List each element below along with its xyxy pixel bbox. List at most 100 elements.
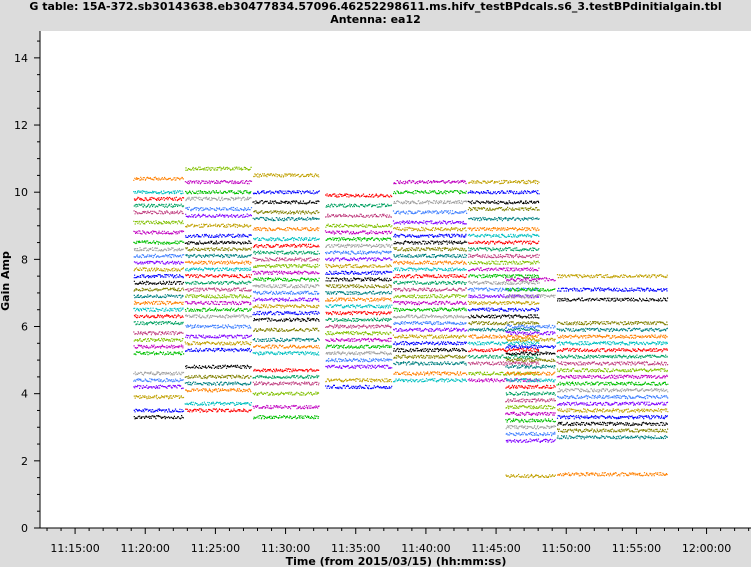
data-point-series [133, 378, 184, 383]
data-point-series [556, 327, 668, 332]
data-point-series [393, 226, 467, 232]
data-point-series [133, 415, 184, 420]
data-point-series [133, 203, 185, 208]
x-tick-label: 11:45:00 [471, 542, 520, 555]
data-point-series [468, 253, 540, 259]
data-point-series [184, 341, 252, 346]
data-point-series [185, 213, 252, 218]
data-point-series [505, 324, 556, 329]
data-point-series [133, 394, 185, 400]
data-point-series [252, 227, 320, 232]
data-point-series [133, 253, 185, 259]
data-segment [184, 166, 253, 413]
data-point-series [325, 310, 392, 316]
y-tick-label: 0 [21, 522, 28, 535]
data-point-series [556, 321, 668, 326]
data-point-series [133, 260, 184, 265]
data-point-series [505, 404, 556, 410]
data-point-series [505, 473, 556, 479]
data-point-series [184, 374, 252, 380]
data-segment [324, 193, 393, 390]
data-point-series [393, 354, 467, 359]
data-point-series [253, 415, 320, 420]
data-point-series [325, 223, 393, 228]
data-point-series [325, 213, 392, 218]
data-point-series [392, 220, 467, 225]
data-point-series [556, 415, 668, 420]
data-point-series [185, 347, 252, 353]
data-point-series [392, 334, 467, 339]
data-point-series [393, 280, 467, 285]
data-segment [252, 173, 320, 420]
data-point-series [133, 247, 184, 252]
y-tick-label: 10 [14, 186, 28, 199]
data-point-series [325, 193, 393, 198]
data-point-series [253, 368, 320, 373]
data-point-series [468, 321, 540, 326]
data-point-series [393, 294, 468, 299]
data-point-series [392, 378, 467, 383]
data-point-series [184, 307, 252, 312]
data-point-series [557, 394, 669, 400]
data-point-series [184, 180, 253, 185]
data-point-series [393, 200, 468, 205]
data-point-series [505, 344, 556, 349]
data-point-series [252, 284, 320, 289]
data-point-series [557, 287, 668, 292]
data-point-series [133, 300, 184, 306]
data-point-series [185, 408, 252, 413]
data-point-series [393, 190, 467, 195]
data-point-series [505, 287, 556, 292]
data-point-series [133, 287, 185, 292]
data-point-series [185, 166, 252, 171]
y-tick-label: 12 [14, 119, 28, 132]
data-point-series [253, 263, 320, 269]
data-point-series [468, 267, 540, 272]
data-point-series [556, 341, 668, 346]
data-point-series [505, 411, 556, 416]
data-point-series [133, 210, 184, 215]
data-point-series [393, 321, 467, 326]
data-point-series [505, 378, 556, 383]
data-point-series [505, 364, 556, 369]
data-point-series [468, 274, 540, 279]
x-tick-label: 11:35:00 [331, 542, 380, 555]
data-point-series [253, 344, 320, 349]
data-point-series [185, 233, 252, 238]
data-point-series [185, 274, 252, 279]
data-point-series [185, 267, 252, 272]
data-segment [133, 176, 185, 420]
data-point-series [393, 179, 467, 185]
data-point-series [133, 307, 184, 312]
data-point-series [393, 274, 468, 279]
data-point-series [133, 220, 184, 225]
data-point-series [393, 307, 467, 312]
data-point-series [467, 227, 540, 232]
data-point-series [133, 408, 185, 413]
data-point-series [133, 190, 184, 195]
plot-area [40, 31, 751, 528]
data-point-series [467, 260, 540, 265]
data-point-series [392, 210, 468, 215]
data-point-series [505, 351, 556, 356]
data-segment [467, 179, 540, 383]
data-point-series [185, 334, 252, 339]
data-point-series [467, 200, 540, 205]
data-point-series [184, 260, 252, 265]
data-point-series [505, 331, 556, 336]
data-point-series [325, 277, 392, 282]
data-point-series [556, 274, 668, 279]
data-point-series [133, 267, 184, 272]
data-point-series [252, 277, 320, 282]
data-point-series [252, 200, 320, 205]
data-point-series [133, 314, 184, 319]
data-point-series [252, 337, 320, 343]
data-point-series [185, 196, 252, 202]
data-point-series [185, 223, 252, 228]
x-tick-label: 11:15:00 [50, 542, 99, 555]
data-point-series [185, 364, 252, 369]
data-point-series [133, 331, 184, 336]
data-point-series [133, 280, 184, 286]
y-tick-label: 6 [21, 321, 28, 334]
